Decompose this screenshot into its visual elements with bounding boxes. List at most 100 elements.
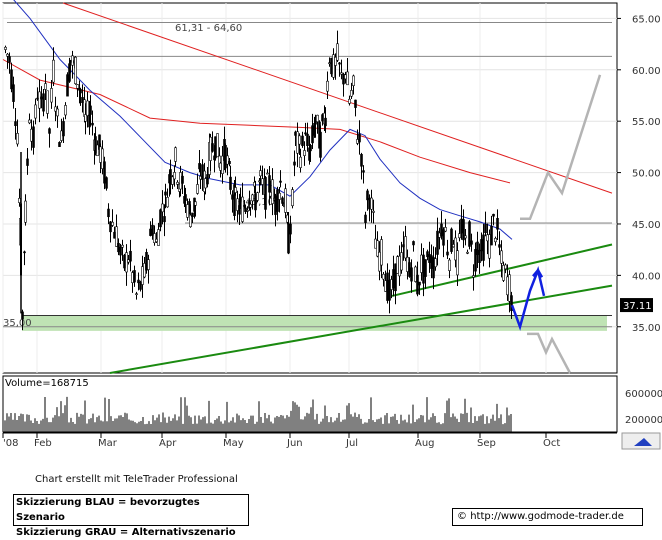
blue-scenario-arrowhead bbox=[532, 268, 544, 278]
candle-body bbox=[259, 170, 262, 177]
candle-body bbox=[304, 132, 307, 135]
candle-body bbox=[32, 126, 35, 148]
candle-body bbox=[24, 200, 27, 223]
red-moving-average bbox=[2, 59, 511, 184]
time-axis-bg bbox=[3, 433, 617, 449]
candle-body bbox=[18, 198, 21, 203]
candle-body bbox=[151, 224, 154, 236]
price-tick-label: 65.00 bbox=[632, 14, 661, 25]
candle-body bbox=[278, 192, 281, 200]
candle-body bbox=[127, 259, 130, 263]
candle-body bbox=[181, 175, 184, 184]
candle-body bbox=[233, 184, 236, 216]
candle-body bbox=[137, 279, 140, 284]
candle-body bbox=[412, 241, 415, 246]
candle-body bbox=[346, 71, 349, 86]
candle-body bbox=[303, 150, 306, 156]
candle-body bbox=[424, 259, 427, 277]
candle-body bbox=[498, 244, 501, 248]
candle-body bbox=[494, 238, 497, 243]
candle-body bbox=[510, 295, 513, 311]
candle-body bbox=[91, 122, 94, 126]
candle-body bbox=[96, 144, 99, 157]
candle-body bbox=[66, 74, 69, 97]
legend-box: Skizzierung BLAU = bevorzugtes Szenario … bbox=[13, 494, 249, 538]
candle-body bbox=[196, 184, 199, 194]
candle-body bbox=[336, 43, 339, 61]
candle-body bbox=[161, 203, 164, 213]
candle-body bbox=[226, 155, 229, 165]
candle-body bbox=[380, 239, 383, 266]
candle-body bbox=[173, 172, 176, 180]
price-tick-label: 60.00 bbox=[632, 66, 661, 77]
candle-body bbox=[12, 84, 15, 102]
candle-body bbox=[249, 203, 252, 208]
time-tick-label: Aug bbox=[415, 438, 435, 449]
candle-body bbox=[159, 209, 162, 228]
time-tick-label: Feb bbox=[34, 438, 52, 449]
candle-body bbox=[141, 266, 144, 285]
candle-body bbox=[366, 190, 369, 201]
candle-body bbox=[271, 179, 274, 204]
candle-body bbox=[316, 114, 319, 123]
candle-body bbox=[64, 105, 67, 116]
time-axis: '08 Feb Mar Apr May Jun Jul Aug Sep Oct bbox=[2, 432, 661, 450]
candle-body bbox=[155, 238, 158, 242]
candle-body bbox=[113, 231, 116, 239]
candle-body bbox=[352, 75, 355, 86]
candle-body bbox=[340, 72, 343, 75]
candle-body bbox=[238, 205, 241, 215]
candle-body bbox=[219, 162, 222, 171]
candle-body bbox=[188, 201, 191, 205]
candle-body bbox=[105, 177, 108, 189]
candle-body bbox=[376, 240, 379, 257]
candle-body bbox=[492, 213, 495, 217]
candle-body bbox=[169, 169, 172, 185]
candle-body bbox=[474, 249, 477, 272]
candle-body bbox=[224, 145, 227, 169]
candle-body bbox=[62, 121, 65, 137]
price-axis: 35.00 40.00 45.00 50.00 55.00 60.00 65.00 37.11 bbox=[617, 3, 661, 373]
candle-body bbox=[508, 274, 511, 302]
scroll-arrow-icon bbox=[634, 438, 652, 446]
candle-body bbox=[234, 187, 237, 193]
price-chart: 61,31 - 64,60~45,1035,00 35.0040.0045.00… bbox=[2, 0, 662, 450]
candle-body bbox=[287, 223, 290, 254]
candle-body bbox=[478, 249, 481, 263]
candle-body bbox=[69, 59, 72, 63]
candle-body bbox=[199, 176, 202, 180]
candle-body bbox=[10, 69, 13, 90]
candle-body bbox=[348, 98, 351, 104]
candle-body bbox=[446, 251, 449, 256]
candle-body bbox=[94, 136, 97, 154]
blue-moving-average bbox=[13, 0, 513, 240]
candle-body bbox=[281, 197, 284, 204]
candle-body bbox=[410, 267, 413, 282]
candle-body bbox=[228, 160, 231, 165]
candle-body bbox=[362, 170, 365, 173]
candle-body bbox=[76, 84, 79, 89]
level-label: 61,31 - 64,60 bbox=[175, 23, 242, 34]
source-link[interactable]: © http://www.godmode-trader.de bbox=[452, 508, 643, 526]
candle-body bbox=[74, 56, 77, 85]
candle-body bbox=[52, 59, 55, 83]
candle-body bbox=[48, 128, 51, 134]
volume-tick-label: 600000 bbox=[625, 389, 662, 400]
last-price-label: 37.11 bbox=[623, 301, 652, 312]
candle-body bbox=[254, 193, 257, 211]
candle-body bbox=[241, 196, 244, 222]
candle-body bbox=[314, 121, 317, 125]
candle-body bbox=[174, 147, 177, 162]
candle-body bbox=[504, 264, 507, 270]
candle-body bbox=[462, 219, 465, 241]
candle-body bbox=[189, 214, 192, 228]
candle-body bbox=[276, 189, 279, 212]
gray-scenario-down bbox=[527, 332, 572, 374]
candle-body bbox=[448, 259, 451, 271]
moving-averages bbox=[2, 0, 513, 240]
volume-panel: Volume=168715 200000 600000 bbox=[2, 375, 662, 433]
time-tick-label: Jun bbox=[286, 438, 303, 449]
candle-body bbox=[99, 146, 102, 163]
price-tick-label: 50.00 bbox=[632, 169, 661, 180]
candle-body bbox=[466, 251, 469, 254]
